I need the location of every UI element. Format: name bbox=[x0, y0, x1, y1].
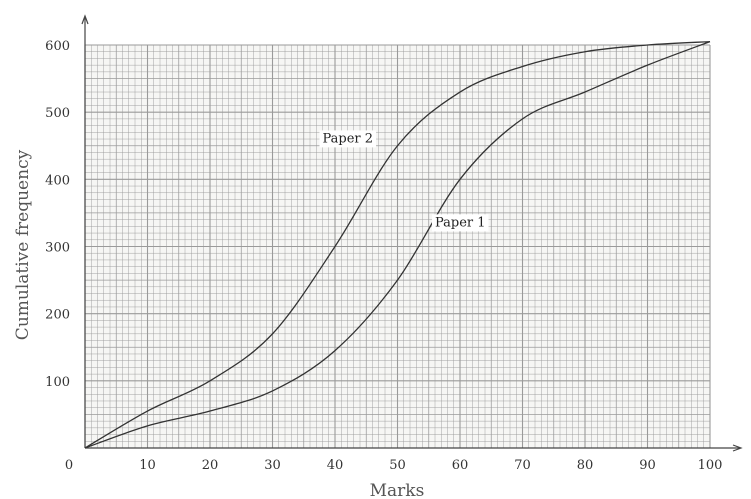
series-label-text: Paper 2 bbox=[323, 131, 374, 146]
y-axis-title: Cumulative frequency bbox=[13, 149, 33, 340]
y-axis-arrow bbox=[81, 14, 89, 25]
y-tick-label: 500 bbox=[45, 106, 70, 121]
series-line-paper-1 bbox=[84, 41, 711, 449]
x-tick-label: 40 bbox=[327, 458, 344, 473]
tick-labels: 0 10 20 30 40 50 60 70 80 90 100 100 200 300 400 500 600 bbox=[45, 39, 722, 473]
x-tick-label: 90 bbox=[639, 458, 656, 473]
series-label-background bbox=[319, 130, 377, 148]
y-tick-label: 600 bbox=[45, 39, 70, 54]
y-tick-label: 200 bbox=[45, 308, 70, 323]
x-tick-label: 0 bbox=[65, 458, 73, 473]
series-label-background bbox=[432, 214, 489, 232]
series-label: Paper 2 bbox=[319, 130, 377, 148]
y-tick-label: 100 bbox=[45, 375, 70, 390]
y-tick-label: 400 bbox=[45, 173, 70, 188]
series-line-paper-2 bbox=[84, 40, 711, 449]
x-tick-label: 60 bbox=[452, 458, 469, 473]
x-axis-title: Marks bbox=[370, 481, 425, 499]
x-tick-label: 20 bbox=[202, 458, 219, 473]
series-label-text: Paper 1 bbox=[435, 215, 486, 230]
series-label: Paper 1 bbox=[432, 214, 489, 232]
x-tick-label: 10 bbox=[139, 458, 156, 473]
series-lines bbox=[84, 40, 711, 449]
x-tick-label: 80 bbox=[577, 458, 594, 473]
grid bbox=[84, 44, 711, 449]
series-annotations: Paper 2 Paper 1 bbox=[319, 130, 489, 232]
x-axis-arrow bbox=[732, 444, 743, 452]
axes bbox=[81, 14, 743, 452]
x-tick-label: 50 bbox=[389, 458, 406, 473]
x-tick-label: 70 bbox=[514, 458, 531, 473]
x-tick-label: 100 bbox=[698, 458, 723, 473]
x-tick-label: 30 bbox=[264, 458, 281, 473]
y-tick-label: 300 bbox=[45, 241, 70, 256]
